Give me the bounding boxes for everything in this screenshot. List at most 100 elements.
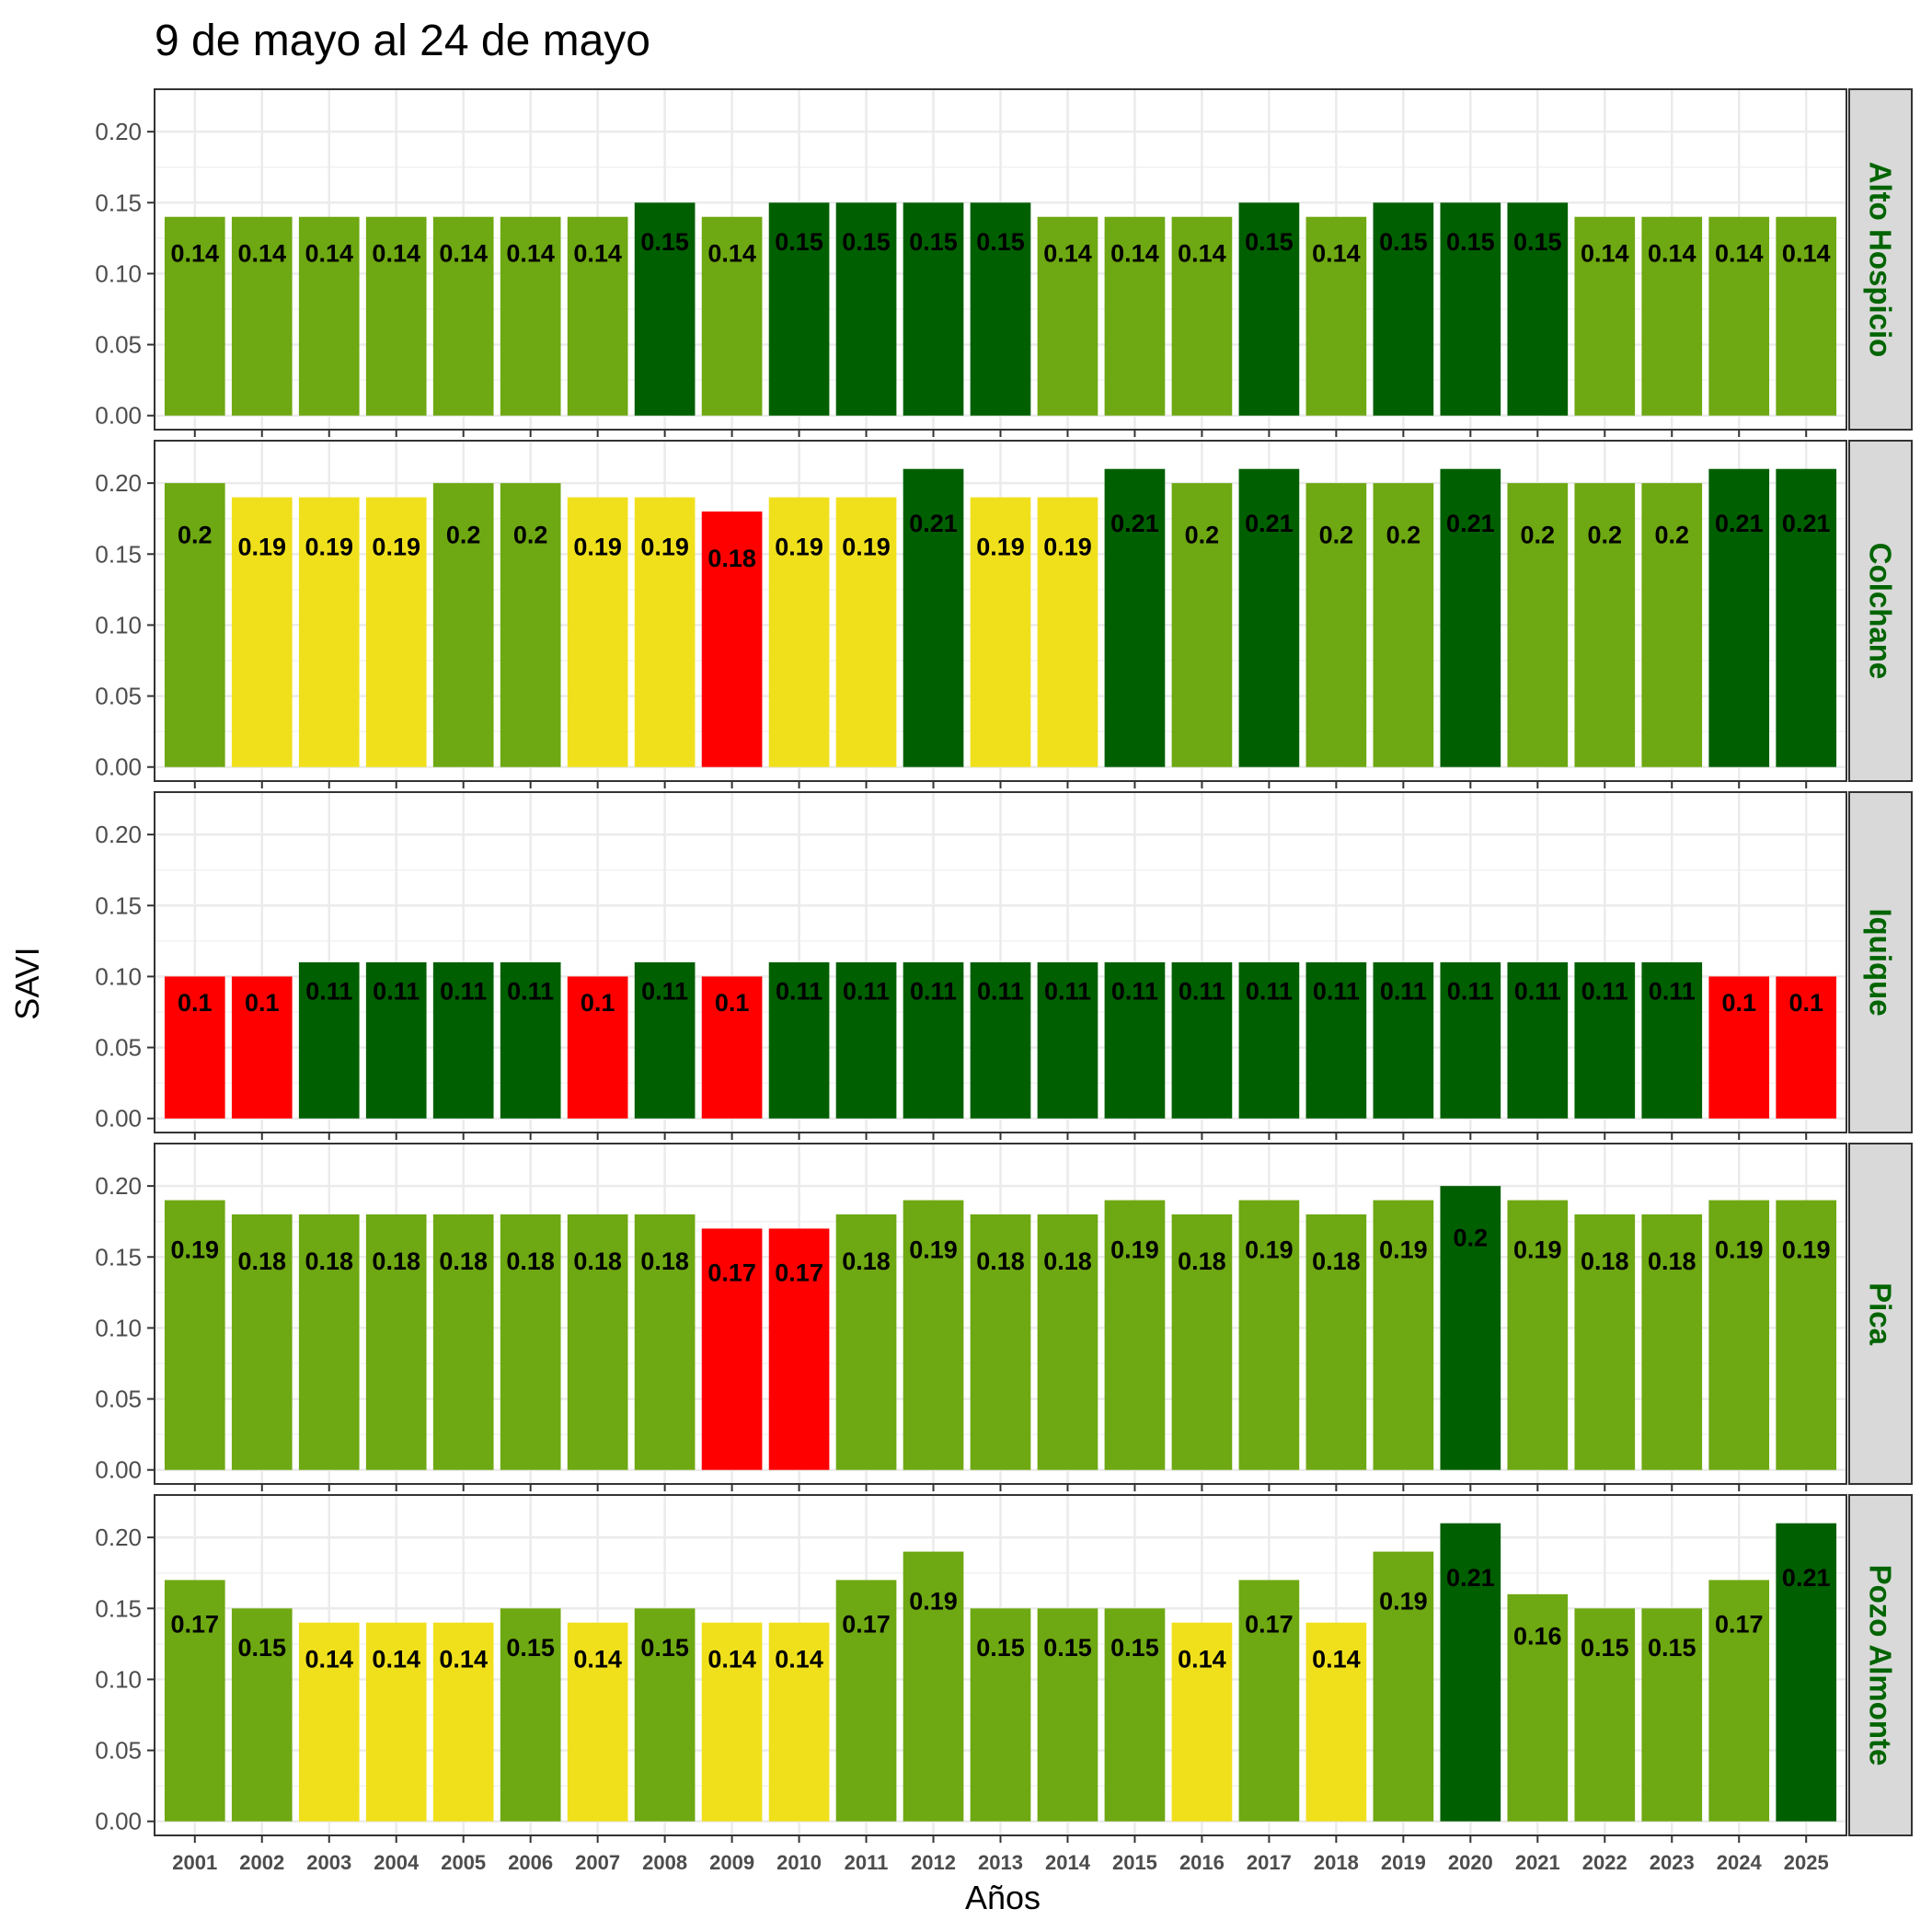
bar-2016 bbox=[1171, 1213, 1233, 1470]
bar-value-label: 0.19 bbox=[237, 533, 286, 560]
bar-value-label: 0.14 bbox=[707, 1646, 756, 1673]
bar-2008 bbox=[634, 497, 696, 767]
bar-value-label: 0.14 bbox=[1648, 240, 1696, 268]
x-tick-label: 2004 bbox=[374, 1851, 420, 1874]
bar-2019 bbox=[1373, 202, 1434, 416]
bar-value-label: 0.19 bbox=[1379, 1587, 1428, 1615]
bar-value-label: 0.18 bbox=[305, 1248, 353, 1275]
bar-value-label: 0.1 bbox=[1721, 989, 1756, 1017]
bar-2018 bbox=[1305, 962, 1367, 1119]
x-tick-label: 2022 bbox=[1582, 1851, 1627, 1874]
bar-2016 bbox=[1171, 1622, 1233, 1822]
bar-2018 bbox=[1305, 1622, 1367, 1822]
bar-2017 bbox=[1238, 202, 1300, 416]
bar-2021 bbox=[1507, 1200, 1569, 1470]
y-tick-label: 0.10 bbox=[95, 1314, 142, 1341]
bar-value-label: 0.18 bbox=[1648, 1248, 1696, 1275]
y-tick-label: 0.20 bbox=[95, 1524, 142, 1551]
bar-2007 bbox=[567, 216, 628, 416]
bar-value-label: 0.15 bbox=[976, 228, 1025, 256]
bar-value-label: 0.21 bbox=[909, 510, 958, 537]
bar-2005 bbox=[432, 962, 494, 1119]
bar-2010 bbox=[768, 497, 830, 767]
bar-2006 bbox=[500, 483, 561, 767]
panel-pica: 0.00 0.05 0.10 0.15 0.20 0.19 0.18 0.18 0.18 0.18… bbox=[95, 1143, 1913, 1491]
bar-2012 bbox=[903, 1200, 964, 1470]
bar-value-label: 0.11 bbox=[1246, 978, 1293, 1006]
bar-value-label: 0.11 bbox=[1514, 978, 1561, 1006]
bar-2015 bbox=[1104, 1608, 1166, 1822]
bar-value-label: 0.2 bbox=[1521, 522, 1556, 549]
bar-value-label: 0.11 bbox=[1111, 978, 1158, 1006]
bar-2023 bbox=[1641, 962, 1703, 1119]
facet-strip bbox=[1848, 88, 1913, 431]
bar-value-label: 0.11 bbox=[440, 978, 487, 1006]
bar-value-label: 0.15 bbox=[1513, 228, 1562, 256]
x-tick-label: 2010 bbox=[776, 1851, 822, 1874]
bar-2025 bbox=[1776, 1200, 1837, 1470]
bar-2012 bbox=[903, 1551, 964, 1822]
bar-2021 bbox=[1507, 202, 1569, 416]
bar-value-label: 0.1 bbox=[178, 989, 213, 1017]
bar-value-label: 0.15 bbox=[1581, 1634, 1629, 1662]
bar-value-label: 0.14 bbox=[305, 240, 353, 268]
bar-2013 bbox=[970, 962, 1031, 1119]
bar-2013 bbox=[970, 1608, 1031, 1822]
x-tick-label: 2006 bbox=[508, 1851, 553, 1874]
bar-value-label: 0.11 bbox=[776, 978, 822, 1006]
y-tick-label: 0.10 bbox=[95, 1665, 142, 1693]
x-tick-label: 2005 bbox=[441, 1851, 486, 1874]
bar-value-label: 0.21 bbox=[1715, 510, 1764, 537]
bar-value-label: 0.19 bbox=[573, 533, 622, 560]
bar-value-label: 0.15 bbox=[1379, 228, 1428, 256]
bar-value-label: 0.15 bbox=[1110, 1634, 1159, 1662]
bar-value-label: 0.21 bbox=[1245, 510, 1294, 537]
bar-value-label: 0.15 bbox=[909, 228, 958, 256]
bar-2009 bbox=[701, 511, 763, 767]
bar-2012 bbox=[903, 468, 964, 767]
y-tick-label: 0.15 bbox=[95, 189, 142, 216]
bar-2001 bbox=[164, 1200, 225, 1470]
bar-value-label: 0.11 bbox=[641, 978, 688, 1006]
bar-2020 bbox=[1440, 468, 1501, 767]
x-tick-label: 2016 bbox=[1179, 1851, 1225, 1874]
bar-2011 bbox=[835, 1580, 897, 1822]
bar-2014 bbox=[1037, 962, 1098, 1119]
bar-value-label: 0.14 bbox=[439, 240, 488, 268]
y-tick-label: 0.00 bbox=[95, 753, 142, 781]
y-tick-label: 0.15 bbox=[95, 540, 142, 568]
y-tick-label: 0.00 bbox=[95, 1456, 142, 1484]
y-tick-label: 0.10 bbox=[95, 259, 142, 287]
bar-value-label: 0.18 bbox=[1043, 1248, 1092, 1275]
panel-colchane: 0.00 0.05 0.10 0.15 0.20 0.2 0.19 0.19 0.19 0.2 0.… bbox=[95, 440, 1913, 788]
x-tick-label: 2023 bbox=[1650, 1851, 1695, 1874]
bar-2017 bbox=[1238, 468, 1300, 767]
bar-2014 bbox=[1037, 216, 1098, 416]
bar-2008 bbox=[634, 1213, 696, 1470]
bar-value-label: 0.15 bbox=[1648, 1634, 1696, 1662]
bar-2007 bbox=[567, 497, 628, 767]
bar-2023 bbox=[1641, 216, 1703, 416]
bar-2024 bbox=[1708, 976, 1770, 1119]
bar-value-label: 0.17 bbox=[1245, 1611, 1294, 1639]
y-tick-label: 0.15 bbox=[95, 891, 142, 919]
bar-value-label: 0.19 bbox=[976, 533, 1025, 560]
bar-2007 bbox=[567, 976, 628, 1119]
x-tick-label: 2003 bbox=[306, 1851, 351, 1874]
bar-value-label: 0.19 bbox=[372, 533, 420, 560]
y-tick-label: 0.10 bbox=[95, 962, 142, 990]
bar-2007 bbox=[567, 1622, 628, 1822]
bar-2023 bbox=[1641, 483, 1703, 767]
bar-value-label: 0.18 bbox=[1312, 1248, 1361, 1275]
bar-2001 bbox=[164, 1580, 225, 1822]
bar-value-label: 0.19 bbox=[775, 533, 823, 560]
y-tick-label: 0.05 bbox=[95, 1386, 142, 1413]
bar-value-label: 0.15 bbox=[1043, 1634, 1092, 1662]
bar-2011 bbox=[835, 497, 897, 767]
facet-strip bbox=[1848, 1494, 1913, 1836]
bar-value-label: 0.14 bbox=[573, 240, 622, 268]
bar-value-label: 0.14 bbox=[305, 1646, 353, 1673]
bar-2002 bbox=[231, 1608, 293, 1822]
